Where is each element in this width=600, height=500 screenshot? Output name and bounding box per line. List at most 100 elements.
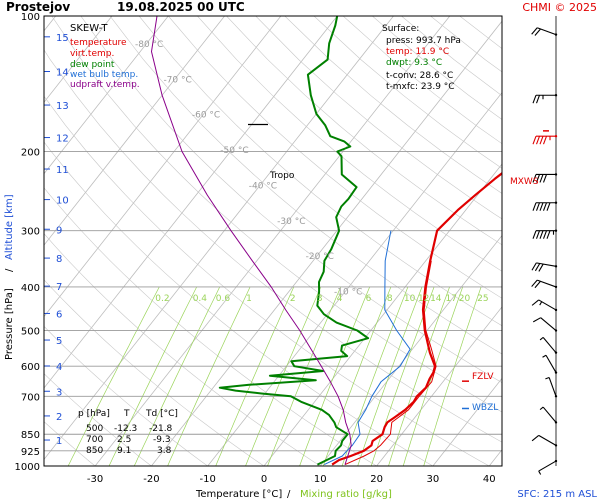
isotherm-line	[319, 234, 502, 466]
series-wet-bulb-temp	[323, 230, 411, 466]
wind-barb-flag	[535, 174, 541, 183]
wind-barb-flag	[538, 263, 544, 272]
isotherm-label: -20 °C	[306, 252, 334, 262]
isotherm-label: -40 °C	[249, 181, 277, 191]
pressure-axis-label: Pressure [hPa]	[4, 288, 15, 360]
credit-link[interactable]: CHMI © 2025	[522, 1, 597, 14]
datetime-title: 19.08.2025 00 UTC	[117, 0, 245, 14]
wind-barb-shaft	[542, 337, 557, 354]
table-cell: 3.8	[157, 446, 172, 456]
pressure-tick-label: 600	[21, 362, 40, 373]
wind-barb-flag	[542, 202, 548, 211]
isotherm-line	[44, 16, 113, 103]
dry-adiabat-line	[459, 16, 502, 50]
legend-updraft: udpraft v.temp.	[70, 80, 140, 90]
wind-barb-dot	[554, 135, 558, 138]
wind-barb-shaft	[540, 317, 557, 331]
wind-barb-dot	[554, 94, 558, 97]
dry-adiabat-line	[226, 16, 502, 246]
legend-temperature: temperature	[70, 38, 127, 48]
altitude-tick-label: 9	[56, 225, 62, 236]
wind-barb-flag	[542, 230, 548, 239]
mixing-ratio-tick-label: 14	[430, 294, 442, 304]
station-title: Prostejov	[6, 0, 70, 14]
wind-barb-shaft	[538, 434, 557, 446]
wind-barb-flag	[531, 279, 538, 287]
isotherm-label: -70 °C	[163, 75, 191, 85]
legend-wet-bulb: wet bulb temp.	[70, 70, 138, 80]
wind-barb-flag	[532, 202, 537, 211]
legend-virt-temp: virt.temp.	[70, 49, 114, 59]
wind-barb-flag	[542, 174, 548, 183]
mixing-ratio-tick-label: 8	[387, 294, 393, 304]
sfc-label: SFC: 215 m ASL	[517, 489, 597, 500]
altitude-tick-label: 4	[56, 362, 62, 373]
isotherm-line	[207, 91, 502, 466]
mixing-ratio-tick-label: 2	[290, 294, 296, 304]
dry-adiabat-line	[138, 16, 502, 327]
altitude-tick-label: 11	[56, 165, 69, 176]
table-header-p: p [hPa]	[78, 409, 110, 419]
pressure-tick-label: 925	[21, 447, 40, 458]
series-temperature	[331, 171, 502, 466]
pressure-tick-label: 700	[21, 392, 40, 403]
surface-t-mxfc: t-mxfc: 23.9 °C	[386, 82, 455, 92]
wind-barb-flag	[531, 262, 537, 271]
altitude-tick-label: 8	[56, 254, 62, 265]
isotherm-line	[432, 377, 502, 466]
mixing-ratio-line	[167, 286, 251, 466]
table-cell: 2.5	[117, 435, 131, 445]
fzlv-label: FZLV	[472, 372, 494, 382]
wind-barb-half-flag	[545, 376, 550, 380]
wind-barb-flag	[534, 280, 541, 289]
temperature-tick-label: 40	[483, 474, 496, 485]
temperature-tick-label: -10	[200, 474, 216, 485]
wind-barb-half-flag	[539, 406, 544, 411]
wind-barb-flag	[535, 136, 541, 145]
wind-barb-flag	[539, 136, 544, 145]
table-header-td: Td [°C]	[145, 409, 178, 419]
wind-barb-dot	[554, 173, 558, 176]
wind-barb-flag	[534, 263, 541, 272]
wind-barb-flag	[535, 202, 541, 211]
axis-separator: /	[287, 489, 291, 500]
altitude-tick-label: 7	[56, 282, 62, 293]
mixing-ratio-tick-label: 0.4	[193, 294, 208, 304]
wind-barb-dot	[554, 459, 558, 463]
wind-barb-flag	[531, 434, 540, 442]
isotherm-line	[488, 449, 502, 466]
temperature-tick-label: 20	[370, 474, 383, 485]
surface-pressure: press: 993.7 hPa	[386, 36, 461, 46]
altitude-tick-label: 1	[56, 436, 62, 447]
mixing-ratio-tick-label: 10	[404, 294, 416, 304]
wind-barb-flag	[546, 230, 551, 239]
wind-barb-dot	[554, 201, 558, 204]
wind-barb-shaft	[542, 406, 557, 423]
legend-dew-point: dew point	[70, 60, 115, 70]
wind-barb-shaft	[548, 377, 557, 397]
table-cell: 700	[86, 435, 103, 445]
plot-frame	[43, 15, 503, 467]
wind-barb-flag	[531, 299, 540, 306]
temperature-tick-label: 0	[261, 474, 267, 485]
isotherm-line	[44, 16, 338, 389]
table-cell: 500	[86, 424, 103, 434]
altitude-tick-label: 6	[56, 309, 62, 320]
wind-barb-half-flag	[539, 336, 544, 341]
wind-barb-flag	[532, 230, 537, 239]
legend-title: SKEW-T	[70, 23, 108, 34]
axis-layer: 0.2 0.4 0.6 1 2 3 4 6 8 10 12 14 17 20 25-80 °C-70 °C-…	[15, 12, 549, 485]
wind-barb-half-flag	[542, 354, 547, 358]
table-cell: 850	[86, 446, 103, 456]
surface-temp: temp: 11.9 °C	[386, 47, 449, 57]
wind-barb-dot	[554, 444, 558, 447]
mixing-ratio-line	[357, 286, 423, 466]
wind-barb-shaft	[538, 299, 557, 311]
wind-barb-dot	[554, 33, 558, 36]
isotherm-line	[376, 306, 502, 466]
wind-barb-flag	[532, 136, 537, 145]
mixing-ratio-tick-label: 6	[366, 294, 372, 304]
isotherm-line	[44, 16, 394, 461]
dry-adiabat-line	[197, 16, 502, 272]
